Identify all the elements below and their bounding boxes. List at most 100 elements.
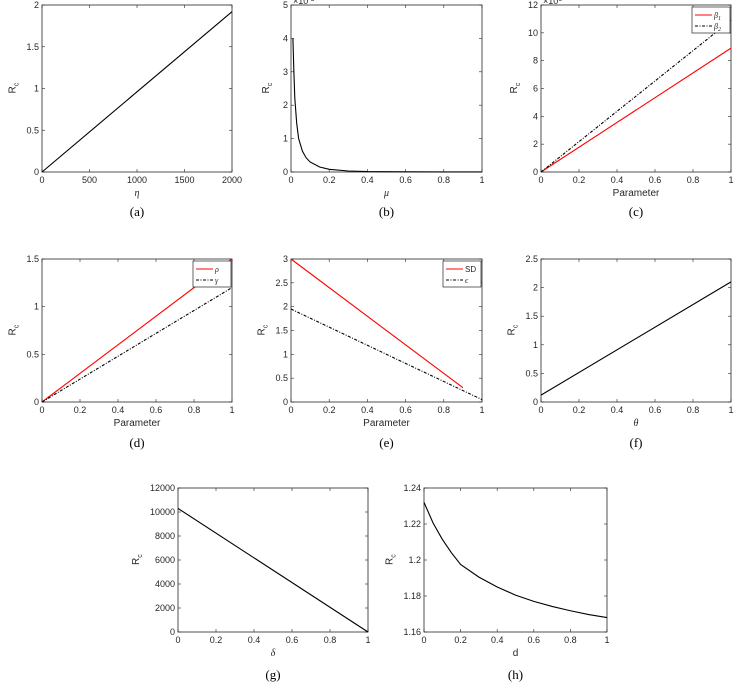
panel-caption: (h) [508, 667, 523, 682]
y-label-sub: c [137, 554, 144, 558]
x-axis-label: δ [271, 648, 276, 659]
y-tick-label: 2 [283, 302, 288, 312]
y-label-sub: c [262, 324, 269, 328]
legend-label: SD [465, 265, 476, 274]
y-tick-label: 1 [533, 340, 538, 350]
y-label-sub: c [515, 82, 522, 86]
plot-area [290, 4, 483, 173]
legend-name: SD [465, 265, 476, 274]
y-tick-label: 0 [283, 397, 288, 407]
x-tick-label: 0.4 [491, 635, 504, 645]
x-tick-label: 0.8 [687, 175, 700, 185]
y-tick-label: 10 [528, 28, 538, 38]
panel-caption: (f) [630, 435, 643, 450]
chart-panel-g: 0 0.2 0.4 0.6 0.8 1 0 2000 4000 6000 8000 10000 1200… [131, 483, 371, 682]
y-tick-label: 5 [283, 0, 288, 10]
y-axis-label: Rc [261, 82, 274, 93]
x-axis-label: d [513, 648, 519, 659]
legend-label: γ [215, 276, 219, 285]
series-line-β [540, 19, 732, 173]
chart-panel-b: 0 0.2 0.4 0.6 0.8 1 0 1 2 3 4 5 ×10-3 μ Rc (b) [261, 0, 485, 219]
plot-area [540, 258, 732, 403]
legend-name: ρ [214, 265, 219, 274]
x-tick-label: 0.4 [611, 175, 624, 185]
y-tick-label: 1.5 [525, 311, 538, 321]
x-tick-label: 0.6 [649, 405, 662, 415]
x-axis-label: θ [634, 418, 639, 429]
y-tick-label: 3 [283, 67, 288, 77]
x-tick-label: 0.6 [399, 405, 412, 415]
legend-name: β [713, 11, 718, 20]
x-tick-label: 0.8 [438, 405, 451, 415]
x-tick-label: 0.2 [74, 405, 87, 415]
x-tick-label: 1 [229, 405, 234, 415]
panel-caption: (b) [379, 204, 394, 219]
y-tick-label: 0.5 [525, 368, 538, 378]
x-tick-label: 0.4 [361, 175, 374, 185]
legend-box [192, 260, 232, 288]
x-tick-label: 0 [175, 635, 180, 645]
y-tick-label: 6 [533, 84, 538, 94]
legend-label: ϵ [465, 276, 469, 285]
x-tick-label: 0.8 [324, 635, 337, 645]
y-label-sub: c [13, 324, 20, 328]
y-tick-label: 1.5 [26, 42, 39, 52]
y-tick-label: 2 [34, 0, 39, 10]
x-tick-label: 0.8 [188, 405, 201, 415]
y-tick-label: 0.5 [275, 373, 288, 383]
x-tick-label: 0.2 [323, 405, 336, 415]
y-axis-label: Rc [506, 324, 519, 335]
y-tick-label: 4 [533, 111, 538, 121]
y-tick-label: 1 [283, 349, 288, 359]
y-tick-label: 1.22 [403, 519, 421, 529]
x-tick-label: 0 [538, 405, 543, 415]
x-tick-label: 0.6 [150, 405, 163, 415]
y-label-sub: c [267, 82, 274, 86]
exponent-value: -3 [308, 0, 314, 3]
legend-name: ϵ [465, 276, 469, 285]
x-tick-label: 0.2 [323, 175, 336, 185]
y-tick-label: 0 [34, 167, 39, 177]
panel-caption: (d) [129, 435, 144, 450]
y-tick-label: 8 [533, 56, 538, 66]
y-tick-label: 2 [283, 100, 288, 110]
x-tick-label: 0.4 [611, 405, 624, 415]
panel-caption: (c) [629, 204, 643, 219]
x-axis-label: Parameter [114, 418, 161, 429]
y-tick-label: 0 [533, 397, 538, 407]
series-line-β [540, 47, 732, 173]
y-label-main: R [131, 558, 142, 565]
x-tick-label: 0.6 [399, 175, 412, 185]
y-tick-label: 0 [170, 627, 175, 637]
y-tick-label: 2 [533, 139, 538, 149]
plot-area [177, 487, 369, 633]
y-axis-label: Rc [131, 554, 144, 565]
x-tick-label: 0.2 [210, 635, 223, 645]
plot-area [41, 4, 233, 173]
y-tick-label: 1.16 [403, 627, 421, 637]
series-line-γ [41, 287, 233, 403]
y-tick-label: 1 [34, 84, 39, 94]
x-tick-label: 0.4 [112, 405, 125, 415]
x-axis-label: η [135, 188, 140, 199]
axis-exponent: ×106 [543, 0, 562, 6]
x-tick-label: 0 [39, 405, 44, 415]
x-tick-label: 1 [479, 405, 484, 415]
y-tick-label: 1.5 [275, 326, 288, 336]
x-tick-label: 2000 [222, 175, 242, 185]
exponent-value: 6 [558, 0, 562, 3]
x-tick-label: 0.6 [528, 635, 541, 645]
x-tick-label: 0.2 [573, 175, 586, 185]
y-tick-label: 12 [528, 0, 538, 10]
y-tick-label: 0 [533, 167, 538, 177]
y-axis-label: Rc [384, 554, 397, 565]
legend-name: γ [215, 276, 219, 285]
y-label-main: R [384, 558, 395, 565]
x-tick-label: 0.8 [687, 405, 700, 415]
x-tick-label: 1 [604, 635, 609, 645]
legend-name: β [713, 22, 718, 31]
series-line-SD [290, 258, 464, 389]
series-line-data [177, 507, 369, 633]
legend: SD ϵ [442, 260, 482, 288]
